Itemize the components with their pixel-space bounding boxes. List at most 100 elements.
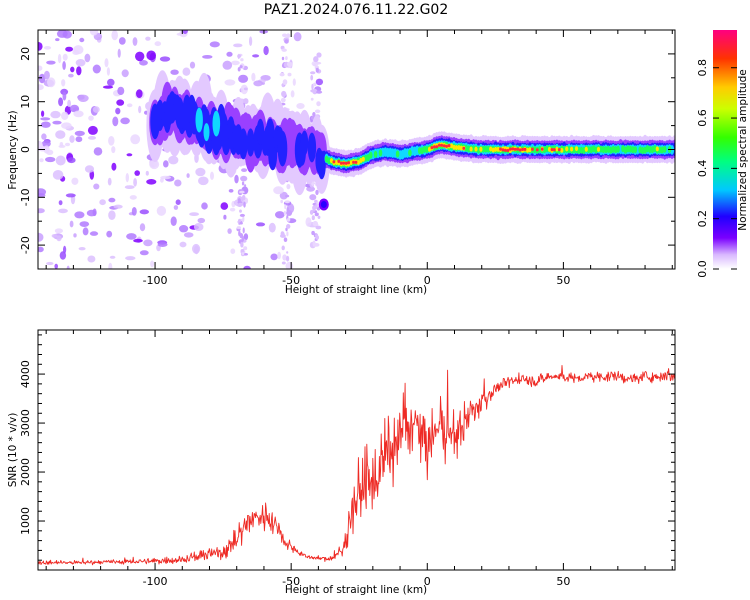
noise-blob bbox=[242, 216, 245, 222]
ridge-cell bbox=[447, 144, 451, 148]
noise-blob bbox=[220, 202, 229, 210]
noise-blob bbox=[268, 222, 276, 233]
ridge-cell bbox=[334, 160, 338, 165]
noise-blob bbox=[51, 234, 58, 238]
noise-blob bbox=[316, 52, 320, 57]
ridge-cell bbox=[435, 145, 439, 149]
noise-blob bbox=[38, 65, 43, 71]
noise-blob bbox=[237, 67, 241, 72]
ridge-cell bbox=[479, 146, 483, 152]
noise-blob bbox=[284, 200, 291, 204]
ridge-cell bbox=[203, 123, 210, 142]
noise-blob bbox=[107, 78, 115, 86]
noise-blob bbox=[69, 135, 75, 143]
ridge-cell bbox=[521, 147, 524, 151]
ridge-cell bbox=[601, 146, 606, 154]
x-tick-label: 50 bbox=[556, 274, 570, 287]
noise-blob bbox=[280, 97, 286, 103]
ridge-cell bbox=[356, 160, 360, 165]
ridge-cell bbox=[474, 146, 478, 152]
noise-blob bbox=[111, 30, 118, 41]
ridge-cell bbox=[349, 160, 353, 166]
noise-blob bbox=[282, 33, 288, 38]
noise-blob bbox=[54, 228, 64, 234]
noise-blob bbox=[86, 209, 97, 217]
noise-blob bbox=[69, 220, 74, 228]
ridge-cell bbox=[518, 148, 522, 152]
noise-blob bbox=[209, 41, 220, 48]
noise-blob bbox=[93, 147, 103, 156]
noise-blob bbox=[242, 227, 245, 234]
noise-blob bbox=[234, 174, 239, 184]
noise-blob bbox=[153, 160, 158, 167]
noise-blob bbox=[249, 36, 253, 46]
noise-blob bbox=[239, 213, 245, 217]
noise-blob bbox=[40, 121, 51, 128]
noise-blob bbox=[108, 210, 116, 220]
noise-blob bbox=[241, 168, 248, 173]
noise-blob bbox=[84, 53, 91, 63]
noise-blob bbox=[313, 56, 319, 63]
ridge-band bbox=[332, 143, 561, 165]
noise-blob bbox=[160, 177, 164, 183]
noise-blob bbox=[222, 60, 233, 70]
noise-blob bbox=[143, 239, 153, 247]
noise-blob bbox=[282, 254, 287, 261]
x-tick-label: 50 bbox=[556, 575, 570, 588]
noise-blob bbox=[282, 79, 288, 85]
x-tick-label: -50 bbox=[282, 274, 300, 287]
y-tick-label: 20 bbox=[19, 47, 32, 61]
noise-blob bbox=[201, 202, 208, 210]
noise-blob bbox=[132, 37, 138, 46]
noise-blob bbox=[173, 205, 179, 210]
ridge-cell bbox=[489, 146, 493, 152]
noise-blob bbox=[239, 221, 243, 225]
noise-blob bbox=[64, 142, 71, 147]
noise-blob bbox=[87, 125, 98, 135]
noise-blob bbox=[168, 155, 179, 165]
x-tick-label: -100 bbox=[143, 575, 168, 588]
noise-blob bbox=[253, 80, 263, 87]
noise-blob bbox=[239, 65, 243, 69]
noise-blob bbox=[70, 66, 75, 73]
noise-blob bbox=[239, 190, 245, 194]
noise-blob bbox=[66, 265, 70, 269]
y-tick-label: 10 bbox=[19, 95, 32, 109]
noise-blob bbox=[65, 46, 73, 52]
ridge-cell bbox=[277, 130, 288, 167]
noise-blob bbox=[270, 253, 278, 261]
ridge-cell bbox=[550, 148, 554, 152]
noise-blob bbox=[315, 203, 318, 209]
noise-blob bbox=[305, 217, 312, 227]
noise-blob bbox=[233, 43, 243, 48]
colorbar-tick-label: 0.6 bbox=[696, 109, 709, 127]
y-tick-label: 0 bbox=[19, 146, 32, 153]
noise-blob bbox=[46, 261, 54, 266]
noise-blob bbox=[157, 242, 168, 248]
ridge-cell bbox=[655, 146, 659, 152]
noise-blob bbox=[313, 82, 317, 87]
spectrogram-ylabel: Frequency (Hz) bbox=[7, 110, 19, 189]
noise-blob bbox=[286, 218, 291, 222]
ridge-cell bbox=[511, 147, 515, 151]
noise-blob bbox=[99, 199, 106, 206]
ridge-cell bbox=[616, 145, 620, 153]
noise-blob bbox=[273, 186, 284, 195]
noise-blob bbox=[183, 232, 194, 238]
ridge-cell bbox=[344, 161, 348, 165]
noise-blob bbox=[251, 72, 256, 82]
noise-blob bbox=[156, 205, 167, 216]
noise-blob bbox=[194, 245, 199, 255]
ridge-cell bbox=[329, 158, 334, 164]
colorbar-gradient bbox=[713, 30, 737, 269]
noise-blob bbox=[38, 73, 46, 84]
noise-blob bbox=[312, 89, 317, 95]
noise-blob bbox=[281, 90, 287, 98]
noise-blob bbox=[150, 260, 155, 268]
noise-blob bbox=[75, 136, 83, 143]
snr-panel: -100 -50 0 50 1000 2000 3000 4000 Height of str… bbox=[7, 329, 676, 596]
ridge-cell bbox=[246, 128, 255, 157]
ridge-cell bbox=[494, 146, 498, 152]
colorbar-tick-label: 0.2 bbox=[696, 210, 709, 228]
spectrogram-xlabel: Height of straight line (km) bbox=[285, 284, 427, 296]
